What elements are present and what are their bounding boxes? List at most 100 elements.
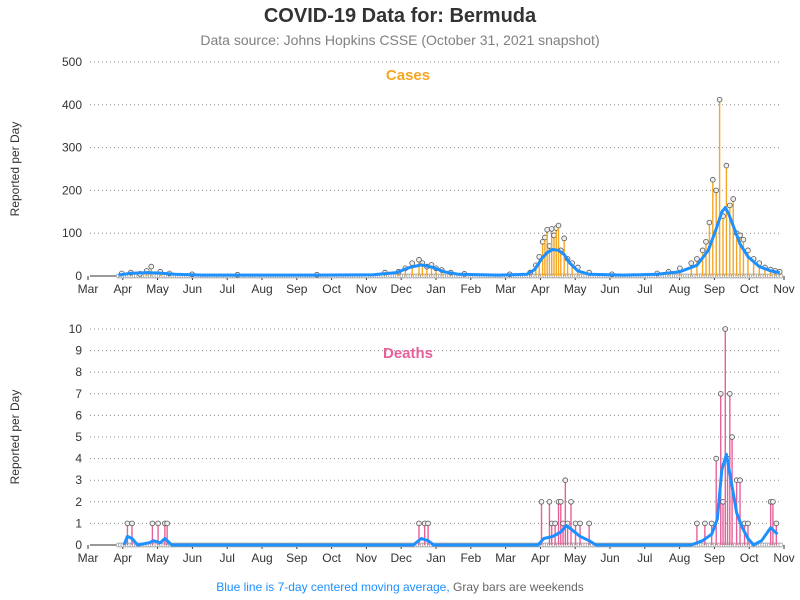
x-tick-label: Aug xyxy=(251,551,272,565)
data-point xyxy=(713,187,720,194)
x-tick-label: Sep xyxy=(286,551,308,565)
data-point xyxy=(561,235,567,242)
data-point xyxy=(706,219,713,226)
x-tick-label: Jun xyxy=(600,551,619,565)
x-tick-label: Mar xyxy=(495,282,516,296)
data-point xyxy=(572,520,579,527)
x-tick-label: May xyxy=(146,282,169,296)
y-tick-label: 100 xyxy=(62,226,82,240)
x-tick-label: Oct xyxy=(740,551,759,565)
x-tick-label: Jul xyxy=(637,551,652,565)
x-tick-label: Jun xyxy=(183,282,202,296)
x-tick-label: Aug xyxy=(669,282,690,296)
data-point xyxy=(745,520,751,527)
y-tick-label: 400 xyxy=(62,98,82,112)
data-point xyxy=(568,498,574,505)
chart-panel-1: 0 1 2 3 4 5 6 7 8 9 10 Mar Apr May Jun Jul Aug Sep Oct Nov D… xyxy=(8,322,795,565)
y-tick-label: 9 xyxy=(75,344,82,358)
data-point xyxy=(770,498,776,505)
x-tick-label: Apr xyxy=(531,282,550,296)
data-point xyxy=(577,520,583,527)
x-tick-label: Feb xyxy=(460,282,481,296)
data-point xyxy=(546,498,553,505)
data-point xyxy=(164,520,170,527)
data-point xyxy=(717,390,724,397)
data-point xyxy=(729,434,735,440)
data-point xyxy=(709,176,716,183)
y-axis-label: Reported per Day xyxy=(8,390,22,485)
data-point xyxy=(555,222,562,229)
data-point xyxy=(124,520,131,527)
x-tick-label: Apr xyxy=(113,551,132,565)
data-point xyxy=(148,263,155,270)
data-point xyxy=(723,162,730,169)
data-point xyxy=(716,96,723,103)
panel-title: Deaths xyxy=(383,345,433,362)
x-tick-label: Sep xyxy=(704,551,726,565)
y-tick-label: 6 xyxy=(75,408,82,422)
x-tick-label: May xyxy=(564,282,587,296)
x-tick-label: Mar xyxy=(495,551,516,565)
x-tick-label: Feb xyxy=(460,551,481,565)
y-tick-label: 10 xyxy=(69,322,83,336)
data-point xyxy=(538,498,545,505)
moving-average-line xyxy=(122,452,779,547)
data-point xyxy=(703,238,709,245)
data-point xyxy=(544,226,550,233)
data-point xyxy=(409,260,415,266)
data-point xyxy=(694,256,700,262)
data-point xyxy=(694,520,700,527)
y-tick-label: 200 xyxy=(62,183,82,197)
x-tick-label: Nov xyxy=(356,551,377,565)
x-tick-label: Mar xyxy=(78,282,99,296)
data-point xyxy=(688,260,695,266)
x-tick-label: Mar xyxy=(78,551,99,565)
data-point xyxy=(552,520,558,527)
baseline-marker xyxy=(778,542,784,548)
x-tick-label: May xyxy=(564,551,587,565)
x-tick-label: Aug xyxy=(669,551,690,565)
x-tick-label: Nov xyxy=(773,551,794,565)
x-tick-label: Jan xyxy=(426,551,445,565)
data-point xyxy=(149,520,156,527)
x-tick-label: Apr xyxy=(113,282,132,296)
x-tick-label: Dec xyxy=(391,282,412,296)
chart-panel-0: 0 100 200 300 400 500 Mar Apr May Jun Jul Aug Sep Oct… xyxy=(8,55,795,296)
y-tick-label: 7 xyxy=(75,387,82,401)
x-tick-label: Oct xyxy=(322,551,341,565)
data-point xyxy=(708,520,715,527)
x-tick-label: Oct xyxy=(322,282,341,296)
x-tick-label: Jul xyxy=(220,551,235,565)
y-tick-label: 3 xyxy=(75,473,82,487)
moving-average-line xyxy=(118,206,780,277)
footnote: Blue line is 7-day centered moving avera… xyxy=(0,580,800,594)
y-tick-label: 1 xyxy=(75,516,82,530)
data-point xyxy=(416,256,422,263)
data-point xyxy=(730,196,737,202)
y-tick-label: 4 xyxy=(75,452,82,466)
y-tick-label: 0 xyxy=(75,538,82,552)
x-tick-label: Jun xyxy=(600,282,619,296)
data-point xyxy=(557,498,564,505)
x-tick-label: Jul xyxy=(637,282,652,296)
x-tick-label: Oct xyxy=(740,282,759,296)
y-tick-label: 5 xyxy=(75,430,82,444)
data-point xyxy=(702,520,708,527)
data-point xyxy=(129,520,135,527)
y-tick-label: 500 xyxy=(62,55,82,69)
panel-title: Cases xyxy=(386,67,430,84)
data-point xyxy=(773,520,780,527)
y-tick-label: 300 xyxy=(62,141,82,155)
data-point xyxy=(586,520,592,527)
x-tick-label: Nov xyxy=(773,282,794,296)
x-tick-label: May xyxy=(146,551,169,565)
data-point xyxy=(155,520,161,527)
data-point xyxy=(727,390,733,397)
data-point xyxy=(562,477,569,484)
data-point xyxy=(416,520,422,527)
x-tick-label: Nov xyxy=(356,282,377,296)
footnote-moving-average: Blue line is 7-day centered moving avera… xyxy=(216,580,450,594)
x-tick-label: Sep xyxy=(286,282,308,296)
y-tick-label: 0 xyxy=(75,269,82,283)
